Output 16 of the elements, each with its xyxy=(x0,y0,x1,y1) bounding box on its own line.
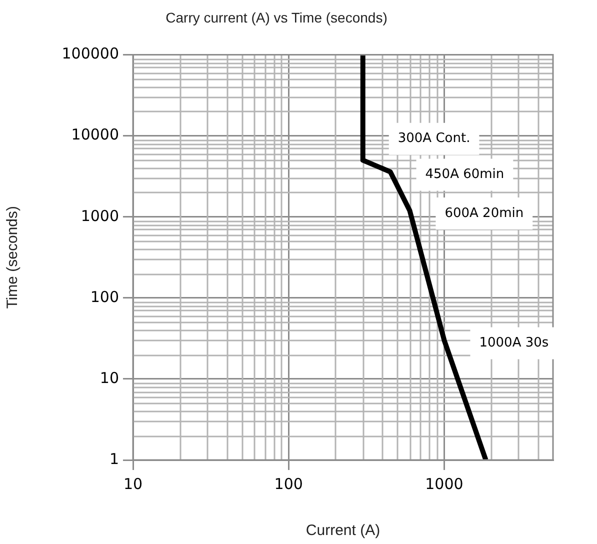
x-tick-label: 10 xyxy=(123,474,143,493)
y-tick-label: 1000 xyxy=(80,206,119,225)
annotation: 1000A 30s xyxy=(479,336,549,351)
y-tick-label: 100 xyxy=(90,288,119,306)
annotation: 450A 60min xyxy=(425,167,504,182)
x-axis-title: Current (A) xyxy=(306,522,380,540)
annotation: 300A Cont. xyxy=(398,131,470,146)
y-axis-title: Time (seconds) xyxy=(4,206,22,309)
y-tick-label: 1 xyxy=(109,450,119,468)
x-tick-label: 100 xyxy=(274,474,303,493)
y-tick-label: 10 xyxy=(100,368,119,387)
x-tick-label: 1000 xyxy=(425,474,464,493)
y-tick-label: 100000 xyxy=(62,44,119,63)
chart-title: Carry current (A) vs Time (seconds) xyxy=(166,9,388,26)
annotation: 600A 20min xyxy=(444,206,524,221)
y-tick-label: 10000 xyxy=(71,126,119,144)
